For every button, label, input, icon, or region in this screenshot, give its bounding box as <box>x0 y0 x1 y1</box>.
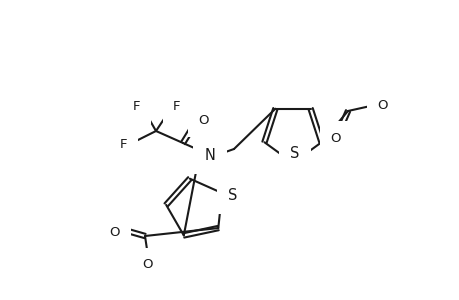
Text: O: O <box>330 131 341 145</box>
Text: F: F <box>120 139 128 152</box>
Text: O: O <box>110 226 120 239</box>
Text: S: S <box>290 146 299 161</box>
Text: F: F <box>133 100 140 113</box>
Text: S: S <box>228 188 237 202</box>
Text: O: O <box>198 113 209 127</box>
Text: N: N <box>204 148 215 163</box>
Text: O: O <box>142 259 153 272</box>
Text: F: F <box>173 100 180 113</box>
Text: O: O <box>377 98 387 112</box>
